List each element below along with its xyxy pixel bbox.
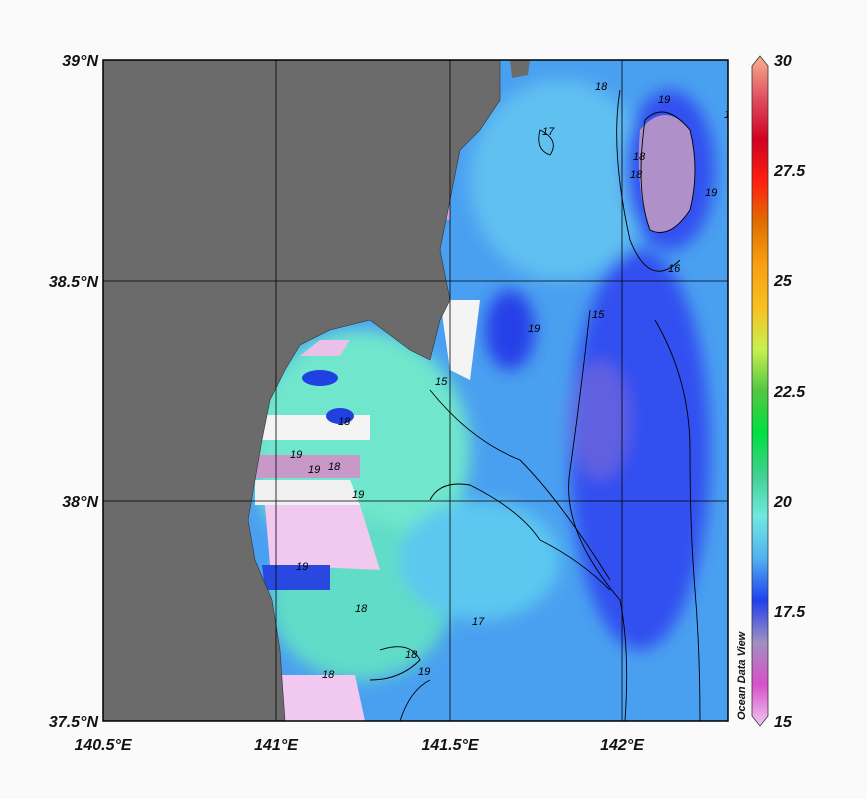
lat-tick-label: 37.5°N: [49, 714, 99, 731]
colorbar-tick: 20: [773, 494, 792, 511]
contour-label: 18: [338, 416, 351, 428]
lon-tick-label: 141.5°E: [421, 737, 479, 754]
contour-label: 18: [328, 461, 341, 473]
contour-label: 18: [322, 669, 335, 681]
lat-tick-label: 38°N: [62, 494, 98, 511]
colorbar-tick: 17.5: [774, 604, 806, 621]
contour-label: 19: [296, 561, 308, 573]
cold-core-region: [638, 115, 695, 233]
contour-label: 18: [595, 81, 608, 93]
contour-label: 19: [528, 323, 540, 335]
contour-label: 19: [290, 449, 302, 461]
contour-label: 19: [705, 187, 717, 199]
contour-label: 17: [542, 126, 555, 138]
contour-lines: [369, 89, 701, 721]
lon-tick-label: 141°E: [254, 737, 299, 754]
island: [510, 60, 530, 78]
contour-label: 16: [668, 263, 681, 275]
contour-label: 15: [592, 309, 605, 321]
contour-label: 15: [435, 376, 448, 388]
coastal-patches: [250, 205, 480, 721]
contour-label: 18: [355, 603, 368, 615]
colorbar: 30 27.5 25 22.5 20 17.5 15: [751, 53, 806, 731]
colorbar-tick: 22.5: [773, 384, 806, 401]
colorbar-tick: 15: [774, 714, 793, 731]
odv-watermark: Ocean Data View: [736, 630, 748, 720]
contour-label: 18: [630, 169, 643, 181]
contour-label: 18: [633, 151, 646, 163]
contour-label: 18: [405, 649, 418, 661]
contour-label: 19: [308, 464, 320, 476]
contour-label: 19: [418, 666, 430, 678]
land-mass: [103, 60, 501, 721]
contour-label: 19: [658, 94, 670, 106]
lat-tick-label: 39°N: [62, 53, 98, 70]
lat-tick-label: 38.5°N: [49, 274, 99, 291]
graticule: [103, 60, 728, 721]
lon-tick-label: 142°E: [600, 737, 645, 754]
axis-tick-labels: 140.5°E 141°E 141.5°E 142°E 39°N 38.5°N …: [49, 53, 645, 754]
contour-label: 19: [352, 489, 364, 501]
lon-tick-label: 140.5°E: [74, 737, 132, 754]
colorbar-tick: 25: [773, 273, 793, 290]
contour-label: 19: [724, 109, 736, 121]
map-frame: [102, 59, 729, 722]
colorbar-bar: [751, 55, 769, 727]
colorbar-tick: 27.5: [773, 163, 806, 180]
contour-label: 17: [472, 616, 485, 628]
colorbar-tick: 30: [774, 53, 792, 70]
